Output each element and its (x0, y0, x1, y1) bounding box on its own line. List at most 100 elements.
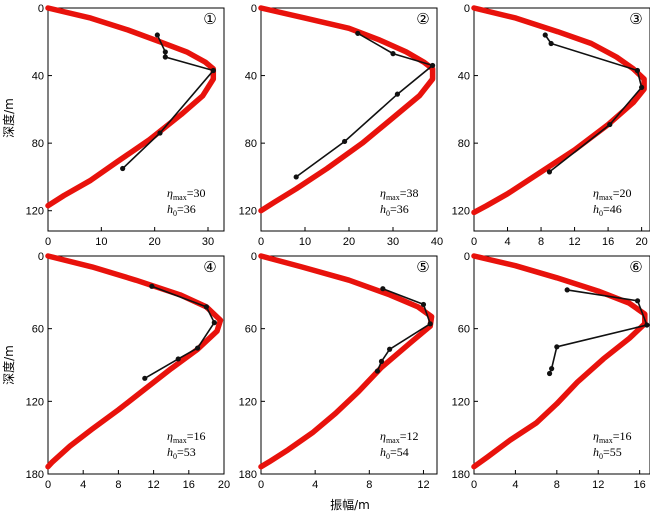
observed-point (162, 54, 168, 60)
y-tick-label: 60 (32, 324, 44, 336)
h0-annotation: h0=36 (380, 202, 409, 218)
eta-max-annotation: ηmax=20 (593, 186, 632, 202)
observed-point (542, 32, 548, 38)
x-tick-label: 10 (95, 236, 107, 248)
panel-marker: ① (203, 10, 216, 28)
x-tick-label: 0 (45, 236, 51, 248)
y-tick-label: 60 (245, 324, 257, 336)
y-tick-label: 0 (38, 251, 44, 263)
x-tick-label: 4 (80, 479, 86, 491)
y-tick-label: 180 (239, 469, 257, 481)
x-tick-label: 8 (538, 236, 544, 248)
observed-point (154, 32, 160, 38)
y-tick-label: 40 (245, 71, 257, 83)
observed-point (378, 358, 385, 364)
observed-point (639, 84, 645, 91)
x-tick-label: 16 (634, 479, 646, 491)
model-curve (471, 253, 648, 470)
plot-frame (473, 255, 650, 475)
x-tick-label: 40 (431, 236, 443, 248)
x-tick-label: 4 (312, 479, 318, 491)
observed-point (210, 67, 216, 74)
observed-point (607, 121, 613, 128)
x-tick-label: 8 (554, 479, 560, 491)
observed-point (355, 30, 361, 36)
y-tick-label: 0 (38, 3, 44, 15)
eta-max-annotation: ηmax=30 (167, 186, 206, 202)
observed-point (203, 304, 209, 310)
y-tick-label: 0 (464, 3, 470, 15)
observed-point (142, 375, 148, 381)
observed-point (149, 283, 155, 289)
observed-point (342, 138, 348, 145)
x-tick-label: 30 (202, 236, 214, 248)
observed-point (546, 370, 553, 377)
panel-marker: ④ (203, 258, 216, 276)
x-tick-label: 8 (366, 479, 372, 491)
observed-point (387, 346, 393, 352)
h0-annotation: h0=46 (593, 202, 622, 218)
eta-max-annotation: ηmax=16 (593, 429, 632, 445)
observed-point (157, 130, 163, 136)
observed-point (554, 344, 560, 350)
observed-point (644, 322, 650, 328)
panel-marker: ⑥ (629, 258, 642, 276)
h0-annotation: h0=55 (593, 445, 622, 461)
x-tick-label: 12 (147, 479, 159, 491)
model-curve (45, 5, 217, 209)
x-tick-label: 20 (343, 236, 355, 248)
panel-marker: ⑤ (416, 258, 429, 276)
observed-point (394, 91, 400, 97)
x-tick-label: 20 (218, 479, 230, 491)
y-tick-label: 60 (458, 324, 470, 336)
y-tick-label: 0 (464, 251, 470, 263)
observed-point (549, 366, 555, 372)
y-tick-label: 120 (26, 396, 44, 408)
observed-point (380, 286, 386, 292)
y-tick-label: 80 (32, 138, 44, 150)
model-curve (471, 5, 647, 216)
observed-point (430, 62, 436, 69)
observed-point (634, 67, 641, 74)
eta-max-annotation: ηmax=16 (167, 429, 206, 445)
panel-marker: ② (416, 10, 429, 28)
x-tick-label: 20 (149, 236, 161, 248)
eta-max-annotation: ηmax=38 (380, 186, 419, 202)
observed-point (374, 368, 381, 374)
observed-point (420, 301, 427, 308)
y-axis-title-top: 深度/m (1, 98, 16, 138)
eta-max-annotation: ηmax=12 (380, 429, 419, 445)
x-tick-label: 20 (635, 236, 647, 248)
x-tick-label: 16 (602, 236, 614, 248)
x-tick-label: 0 (258, 236, 264, 248)
y-tick-label: 120 (452, 396, 470, 408)
observed-point (634, 298, 641, 304)
x-tick-label: 12 (592, 479, 604, 491)
observed-point (120, 165, 126, 172)
y-tick-label: 120 (239, 396, 257, 408)
x-tick-label: 12 (417, 479, 429, 491)
y-tick-label: 80 (245, 138, 257, 150)
y-tick-label: 0 (251, 3, 257, 15)
plot-frame (47, 255, 225, 475)
observed-point (211, 320, 217, 326)
y-tick-label: 120 (239, 206, 257, 218)
model-curve (258, 5, 436, 214)
observed-line (144, 285, 216, 379)
y-tick-label: 120 (452, 206, 470, 218)
panel-marker: ③ (629, 10, 642, 28)
plot-frame (47, 7, 225, 232)
y-tick-label: 120 (26, 206, 44, 218)
x-tick-label: 4 (504, 236, 510, 248)
h0-annotation: h0=36 (167, 202, 196, 218)
model-curve (258, 253, 435, 470)
x-tick-label: 30 (387, 236, 399, 248)
observed-point (293, 174, 299, 180)
